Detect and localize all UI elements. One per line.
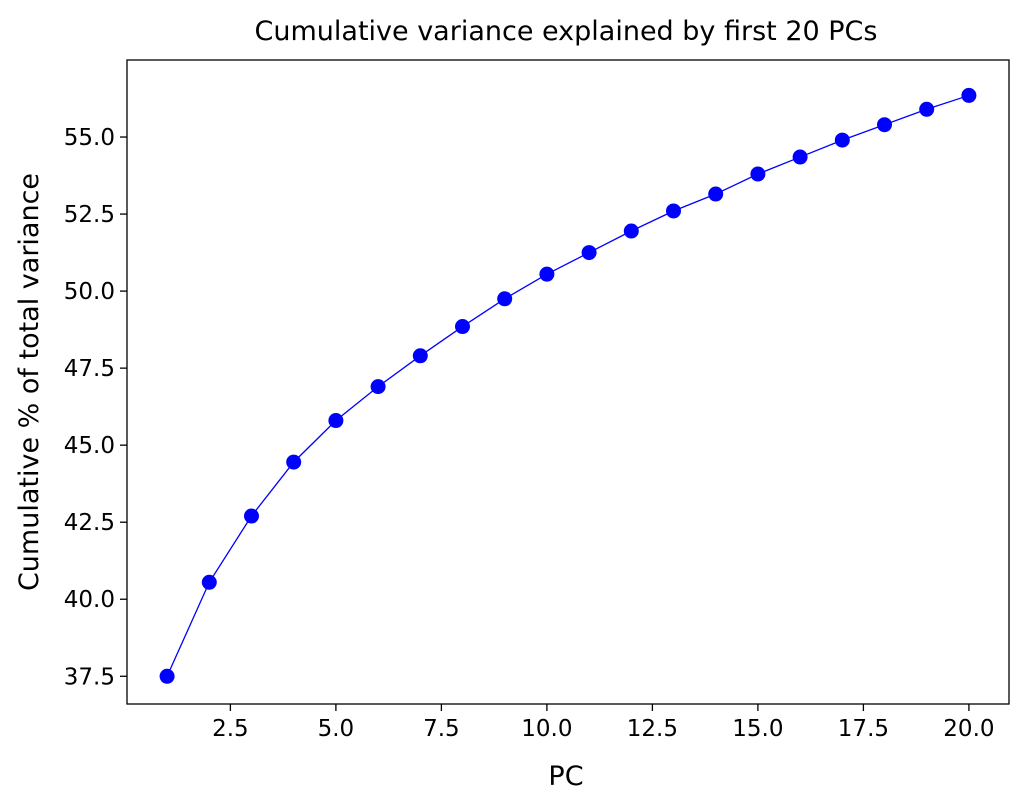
- y-tick-label: 50.0: [64, 279, 115, 305]
- data-point: [370, 379, 386, 395]
- plot-area: 2.5 5.0 7.5 10.0 12.5 15.0 17.5 20.0 37.5 40.0 42…: [64, 59, 1010, 742]
- data-point: [581, 245, 597, 261]
- plot-frame: [126, 59, 1010, 705]
- x-tick-label: 2.5: [212, 716, 249, 742]
- x-axis-label: PC: [548, 761, 583, 792]
- y-tick-label: 40.0: [64, 587, 115, 613]
- data-point: [708, 186, 724, 202]
- x-axis: 2.5 5.0 7.5 10.0 12.5 15.0 17.5 20.0: [212, 704, 995, 742]
- y-tick-label: 47.5: [64, 356, 115, 382]
- y-axis-label: Cumulative % of total variance: [14, 173, 45, 591]
- x-tick-label: 20.0: [943, 716, 994, 742]
- data-point: [539, 266, 555, 282]
- x-tick-label: 12.5: [627, 716, 678, 742]
- y-tick-label: 45.0: [64, 433, 115, 459]
- data-point: [286, 454, 302, 470]
- data-point: [497, 291, 513, 307]
- data-point: [961, 87, 977, 103]
- y-axis: 37.5 40.0 42.5 45.0 47.5 50.0 52.5 55.0: [64, 125, 127, 690]
- series-line: [166, 94, 970, 677]
- x-tick-label: 5.0: [318, 716, 355, 742]
- y-tick-label: 55.0: [64, 125, 115, 151]
- data-point: [201, 574, 217, 590]
- data-point: [623, 223, 639, 239]
- x-tick-label: 10.0: [521, 716, 572, 742]
- x-tick-label: 7.5: [423, 716, 460, 742]
- data-point: [412, 348, 428, 364]
- data-point: [750, 166, 766, 182]
- y-tick-label: 52.5: [64, 202, 115, 228]
- y-tick-label: 37.5: [64, 664, 115, 690]
- y-tick-label: 42.5: [64, 510, 115, 536]
- data-point: [834, 132, 850, 148]
- x-tick-label: 17.5: [838, 716, 889, 742]
- data-point: [328, 413, 344, 429]
- data-point: [919, 101, 935, 117]
- chart-title: Cumulative variance explained by first 2…: [255, 16, 878, 47]
- data-point: [159, 668, 175, 684]
- x-tick-label: 15.0: [732, 716, 783, 742]
- data-point: [792, 149, 808, 165]
- data-point: [454, 319, 470, 335]
- data-point: [243, 508, 259, 524]
- data-point: [666, 203, 682, 219]
- series-cumulative-variance: [159, 87, 977, 684]
- data-point: [877, 117, 893, 133]
